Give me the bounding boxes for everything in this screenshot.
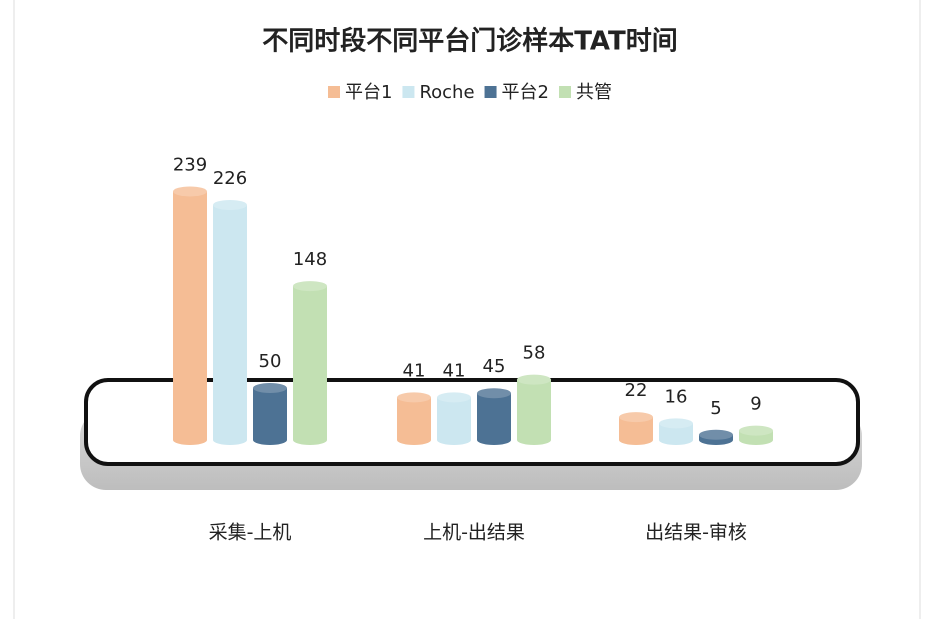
value-label: 239 <box>173 154 207 175</box>
bar <box>619 412 653 445</box>
x-tick-label: 采集-上机 <box>209 522 292 544</box>
bar <box>477 388 511 445</box>
bar <box>253 383 287 445</box>
legend-label: Roche <box>419 82 474 103</box>
bar-top <box>659 418 693 429</box>
bar-body <box>293 286 327 445</box>
bar-body <box>173 191 207 445</box>
value-label: 41 <box>403 360 426 381</box>
value-label: 41 <box>443 360 466 381</box>
value-label: 22 <box>625 380 648 401</box>
bar <box>293 281 327 445</box>
bar-top <box>437 392 471 403</box>
bar <box>213 199 247 445</box>
bar <box>437 392 471 445</box>
bar-body <box>253 388 287 445</box>
legend-swatch <box>484 86 497 98</box>
chart-title: 不同时段不同平台门诊样本TAT时间 <box>262 26 678 57</box>
value-label: 148 <box>293 249 327 270</box>
bar <box>517 374 551 445</box>
bar-body <box>213 204 247 445</box>
bar-top <box>293 281 327 292</box>
value-label: 50 <box>259 351 282 372</box>
bar-top <box>253 383 287 393</box>
bar-top <box>739 425 773 436</box>
bar-body <box>477 393 511 445</box>
value-label: 5 <box>710 398 721 419</box>
legend-swatch <box>402 86 415 98</box>
bar-top <box>699 429 733 440</box>
bar-top <box>517 374 551 385</box>
bar-body <box>619 417 653 445</box>
value-label: 45 <box>483 356 506 377</box>
bar <box>397 392 431 445</box>
legend: 平台1 Roche 平台2 共管 <box>328 82 612 103</box>
legend-label: 平台2 <box>502 82 549 103</box>
legend-label: 共管 <box>576 82 612 103</box>
bar-top <box>397 392 431 403</box>
value-label: 58 <box>523 343 546 364</box>
bar-body <box>659 423 693 445</box>
x-tick-label: 出结果-审核 <box>645 522 747 544</box>
legend-label: 平台1 <box>345 82 392 103</box>
bar <box>173 186 207 445</box>
bar-top <box>619 412 653 423</box>
bar <box>739 425 773 445</box>
legend-swatch <box>559 86 571 98</box>
value-label: 16 <box>665 386 688 407</box>
bar-top <box>213 199 247 210</box>
bar-top <box>477 388 511 399</box>
bar-top <box>173 186 207 197</box>
bar-body <box>517 379 551 445</box>
card <box>13 0 921 619</box>
value-label: 226 <box>213 168 247 189</box>
bar <box>699 429 733 445</box>
bar-body <box>437 397 471 445</box>
bar <box>659 418 693 445</box>
x-tick-label: 上机-出结果 <box>423 522 525 544</box>
legend-swatch <box>328 86 340 98</box>
plot: 采集-上机 239 226 50 148 上机-出结果 41 41 45 58 出结果-审核 22 16… <box>173 154 773 544</box>
bar-body <box>397 397 431 445</box>
value-label: 9 <box>750 394 761 415</box>
